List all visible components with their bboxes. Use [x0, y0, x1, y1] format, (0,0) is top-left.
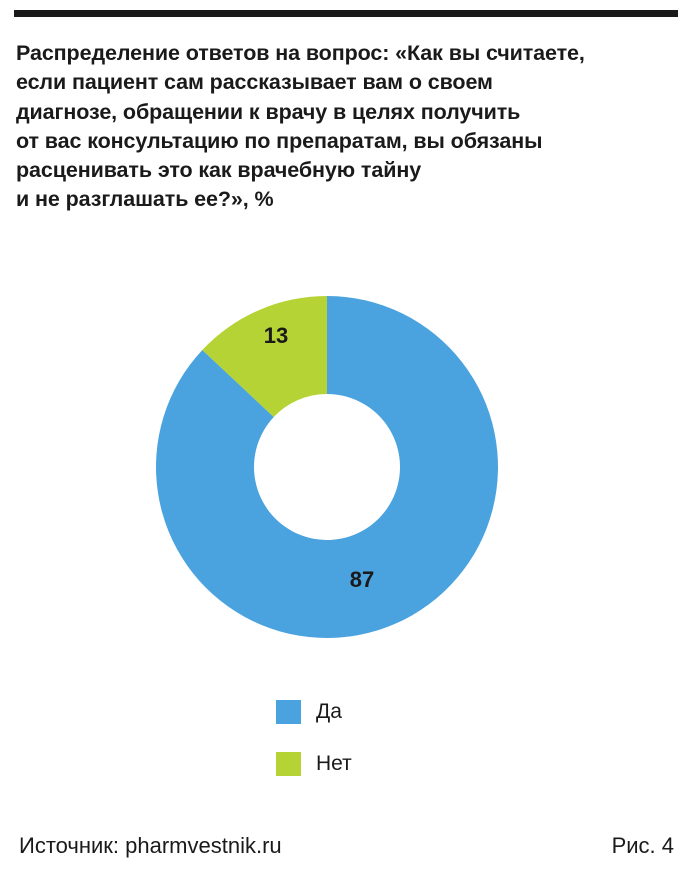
- chart-title-line: расценивать это как врачебную тайну: [16, 158, 422, 183]
- donut-slice-yes: [155, 296, 499, 638]
- chart-title-line: диагнозе, обращении к врачу в целях полу…: [16, 99, 521, 124]
- donut-slice-no: [202, 296, 327, 418]
- data-label-no: 13: [264, 323, 288, 348]
- legend-swatch-no: [276, 752, 301, 776]
- chart-title-line: Распределение ответов на вопрос: «Как вы…: [16, 41, 585, 65]
- legend-item-yes: Да: [276, 700, 342, 724]
- chart-title-line: и не разглашать ее?», %: [16, 187, 274, 212]
- chart-title-line: от вас консультацию по препаратам, вы об…: [16, 128, 543, 153]
- legend-label-yes: Да: [316, 700, 342, 723]
- legend-swatch-yes: [276, 700, 301, 724]
- source-note: Источник: pharmvestnik.ru: [19, 833, 282, 858]
- figure-number: Рис. 4: [611, 833, 674, 858]
- data-label-yes: 87: [350, 567, 374, 592]
- chart-title: Распределение ответов на вопрос: «Как вы…: [16, 39, 676, 215]
- chart-title-line: если пациент сам рассказывает вам о свое…: [16, 70, 493, 95]
- top-rule: [14, 10, 678, 17]
- legend-label-no: Нет: [316, 752, 352, 775]
- legend-item-no: Нет: [276, 752, 352, 776]
